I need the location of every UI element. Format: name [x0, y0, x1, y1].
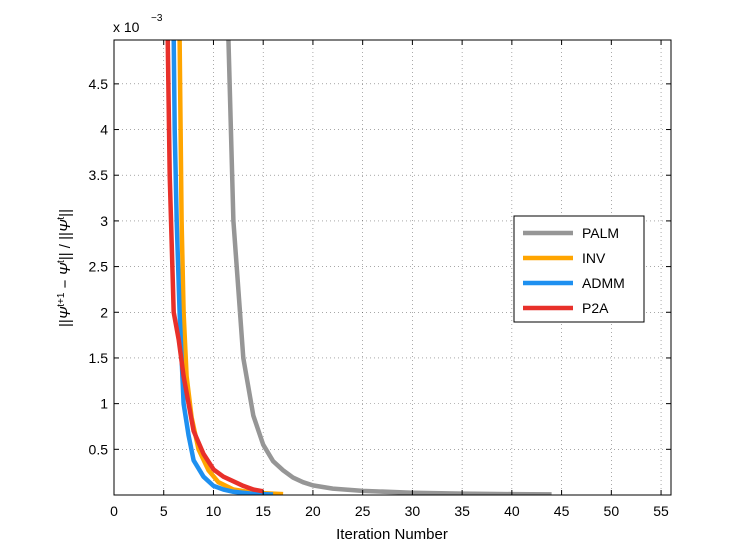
y-multiplier: x 10 −3	[113, 13, 163, 35]
series-line-palm	[226, 40, 552, 495]
y-tick-label: 2.5	[89, 259, 109, 275]
x-tick-label: 55	[653, 503, 669, 519]
y-axis-label: ||Ψt+1 − Ψt|| / ||Ψt||	[56, 209, 74, 327]
series-line-admm	[171, 40, 274, 495]
x-axis-label: Iteration Number	[336, 526, 448, 543]
x-axis-ticks: 0 5 10 15 20 25 30 35 40 45 50 55	[110, 40, 669, 519]
y-multiplier-base: x 10	[113, 19, 140, 35]
x-tick-label: 10	[206, 503, 222, 519]
series-line-p2a	[165, 40, 264, 494]
legend-label-p2a: P2A	[582, 300, 609, 316]
y-multiplier-exp: −3	[151, 13, 163, 24]
legend-items: PALM INV ADMM P2A	[523, 225, 625, 316]
legend-label-inv: INV	[582, 250, 606, 266]
y-tick-label: 1.5	[89, 350, 109, 366]
y-tick-label: 4.5	[89, 76, 109, 92]
y-axis-ticks: 0.5 1 1.5 2 2.5 3 3.5 4 4.5	[89, 76, 671, 457]
plot-area-frame	[113, 39, 672, 496]
x-tick-label: 20	[305, 503, 321, 519]
x-tick-label: 35	[454, 503, 470, 519]
legend-box	[513, 215, 645, 323]
y-tick-label: 3	[100, 213, 108, 229]
y-tick-label: 4	[100, 122, 108, 138]
x-tick-label: 30	[405, 503, 421, 519]
x-tick-label: 5	[160, 503, 168, 519]
series-lines	[165, 40, 552, 495]
y-tick-label: 0.5	[89, 441, 109, 457]
x-tick-label: 45	[554, 503, 570, 519]
x-tick-label: 15	[255, 503, 271, 519]
y-tick-label: 1	[100, 396, 108, 412]
legend-label-palm: PALM	[582, 225, 619, 241]
x-tick-label: 25	[355, 503, 371, 519]
x-tick-label: 0	[110, 503, 118, 519]
legend-label-admm: ADMM	[582, 275, 625, 291]
x-tick-label: 50	[604, 503, 620, 519]
y-tick-label: 3.5	[89, 167, 109, 183]
y-tick-label: 2	[100, 304, 108, 320]
legend: PALM INV ADMM P2A	[513, 215, 645, 323]
x-tick-label: 40	[504, 503, 520, 519]
